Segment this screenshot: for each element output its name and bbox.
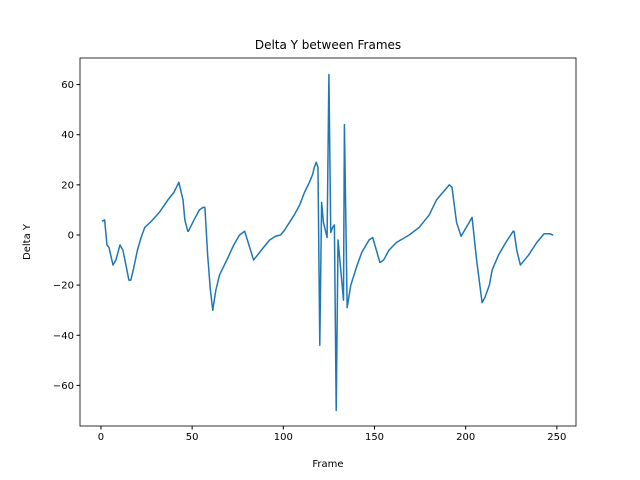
x-tick-label: 250: [547, 432, 566, 443]
plot-frame: [79, 57, 577, 427]
y-tick-label: 0: [68, 230, 74, 241]
x-tick-label: 50: [186, 432, 199, 443]
chart-title: Delta Y between Frames: [255, 38, 401, 52]
y-tick-label: −40: [53, 331, 74, 342]
x-tick-label: 0: [98, 432, 104, 443]
y-tick-label: −20: [53, 281, 74, 292]
line-series: [101, 73, 554, 412]
y-tick-label: 20: [61, 180, 74, 191]
y-tick-label: 60: [61, 80, 74, 91]
y-tick-label: −60: [53, 381, 74, 392]
x-tick-label: 200: [456, 432, 475, 443]
x-axis-label: Frame: [312, 459, 343, 470]
x-tick-label: 100: [274, 432, 293, 443]
y-axis-label: Delta Y: [22, 223, 33, 260]
x-tick-label: 150: [365, 432, 384, 443]
y-tick-label: 40: [61, 130, 74, 141]
